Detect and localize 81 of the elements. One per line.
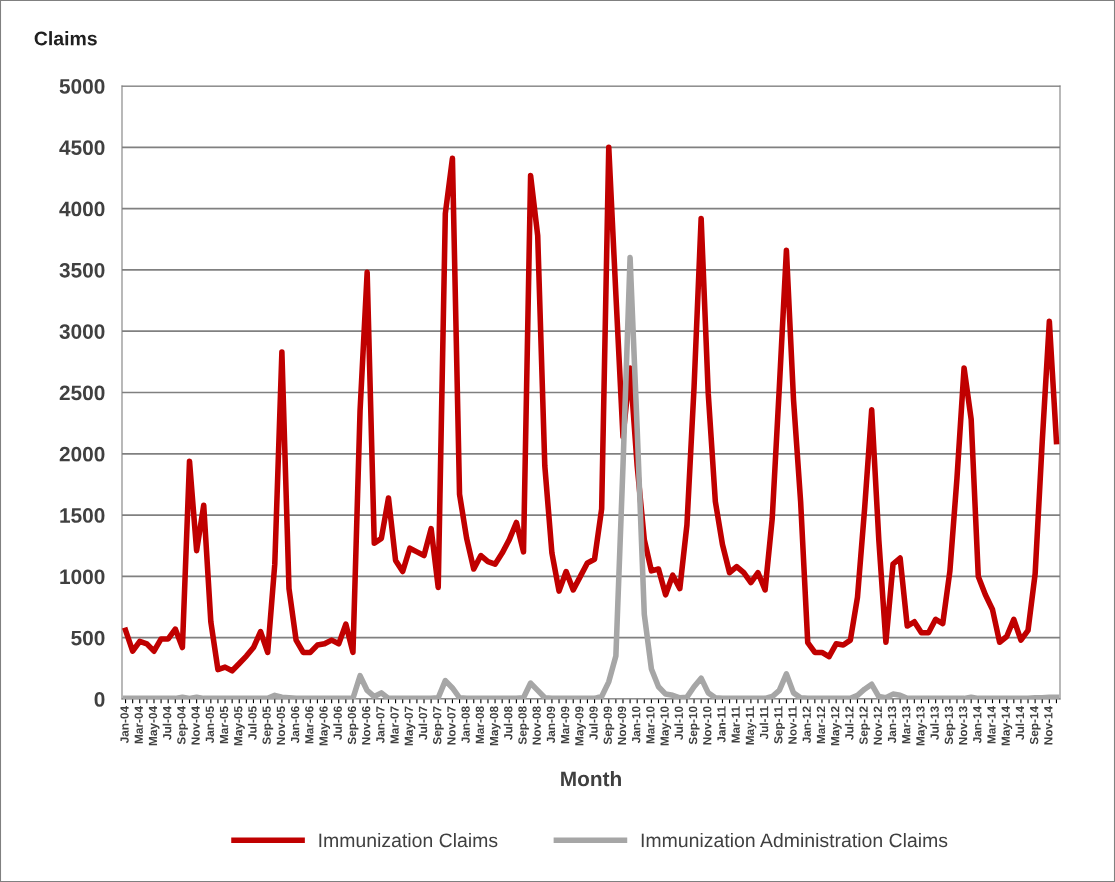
x-tick-label: Mar-05 [219,706,229,744]
y-tick-label: 5000 [59,79,105,94]
x-tick-label: Nov-09 [617,706,627,745]
x-tick-label: Nov-12 [873,706,882,745]
x-tick-label: May-11 [745,706,757,745]
x-tick-label: Jul-13 [930,706,939,740]
x-tick-label: Jan-09 [546,706,556,744]
x-tick-label: May-05 [234,706,245,746]
x-tick-label: Jan-12 [802,706,811,744]
x-tick-label: Sep-06 [347,706,359,745]
x-tick-label: Nov-08 [532,706,541,745]
x-tick-label: Nov-11 [788,706,797,744]
x-tick-label: May-14 [1001,706,1013,746]
x-tick-label: Jan-08 [461,706,470,744]
x-tick-label: Sep-12 [859,706,871,745]
y-tick-label: 2500 [59,385,105,401]
x-tick-label: Mar-12 [816,706,826,744]
x-tick-label: May-13 [916,706,927,746]
x-tick-label: Jan-11 [717,706,726,743]
x-tick-label: May-09 [575,706,586,746]
x-tick-label: Jul-05 [247,706,257,740]
x-tick-label: Nov-10 [703,706,712,745]
x-tick-label: Jan-06 [290,706,300,744]
x-tick-label: Jul-14 [1015,706,1025,740]
x-tick-label: Mar-04 [134,706,143,744]
x-tick-label: Sep-07 [433,706,444,745]
x-tick-label: Jul-04 [162,706,172,740]
x-tick-label: Nov-05 [276,706,286,745]
x-tick-label: Mar-14 [987,706,996,744]
x-tick-label: Sep-09 [603,706,615,745]
x-tick-label: Jul-10 [674,706,683,740]
x-tick-label: Jul-06 [333,706,342,740]
x-tick-label: Mar-08 [475,706,485,744]
x-tick-label: Jan-04 [120,706,129,744]
x-tick-label: Jul-12 [844,706,854,740]
legend-label: Immunization Claims [319,832,498,848]
y-tick-label: 2000 [59,446,105,462]
x-tick-label: Jan-14 [973,706,982,744]
x-tick-label: Nov-06 [361,706,371,745]
x-tick-label: May-08 [489,706,501,746]
y-tick-label: 500 [71,630,105,646]
x-tick-label: Jul-11 [759,706,769,740]
x-tick-label: Jan-10 [632,706,641,744]
y-tick-label: 3000 [59,324,105,339]
x-axis-title: Month [561,770,621,787]
x-tick-label: Sep-10 [688,706,700,745]
x-tick-label: Sep-14 [1029,706,1041,745]
x-tick-label: Sep-04 [177,706,188,745]
x-tick-label: Mar-09 [560,706,570,744]
x-tick-label: Jan-05 [205,706,214,744]
x-tick-label: Nov-14 [1044,706,1053,745]
y-tick-label: 3500 [59,262,105,278]
x-tick-label: Sep-13 [944,706,956,745]
x-tick-label: Mar-10 [646,706,655,744]
x-tick-label: Mar-11 [731,706,740,743]
x-tick-label: May-10 [660,706,672,746]
x-tick-label: Jul-08 [503,706,513,740]
x-tick-label: May-04 [148,706,160,746]
x-tick-label: Mar-13 [902,706,911,744]
y-axis-title: Claims [34,31,97,46]
x-tick-label: Nov-13 [958,706,968,745]
x-tick-label: May-07 [404,706,416,746]
y-tick-label: 4500 [59,140,105,156]
x-tick-label: Jan-13 [887,706,897,744]
x-tick-label: May-06 [319,706,331,746]
x-tick-label: May-12 [830,706,842,746]
x-tick-label: Jul-09 [589,706,598,740]
x-tick-label: Sep-11 [774,706,785,744]
y-tick-label: 1000 [60,569,105,585]
x-tick-label: Nov-07 [447,706,456,745]
y-tick-label: 0 [94,692,105,707]
x-tick-label: Nov-04 [191,706,200,745]
y-tick-label: 1500 [60,508,105,523]
y-tick-label: 4000 [59,201,105,217]
legend-label: Immunization Administration Claims [641,832,948,848]
x-tick-label: Sep-05 [262,706,274,745]
x-tick-label: Mar-07 [390,706,399,744]
x-tick-label: Jan-07 [376,706,385,744]
x-tick-label: Jul-07 [418,706,428,740]
x-tick-label: Sep-08 [518,706,529,745]
x-tick-label: Mar-06 [305,706,314,744]
